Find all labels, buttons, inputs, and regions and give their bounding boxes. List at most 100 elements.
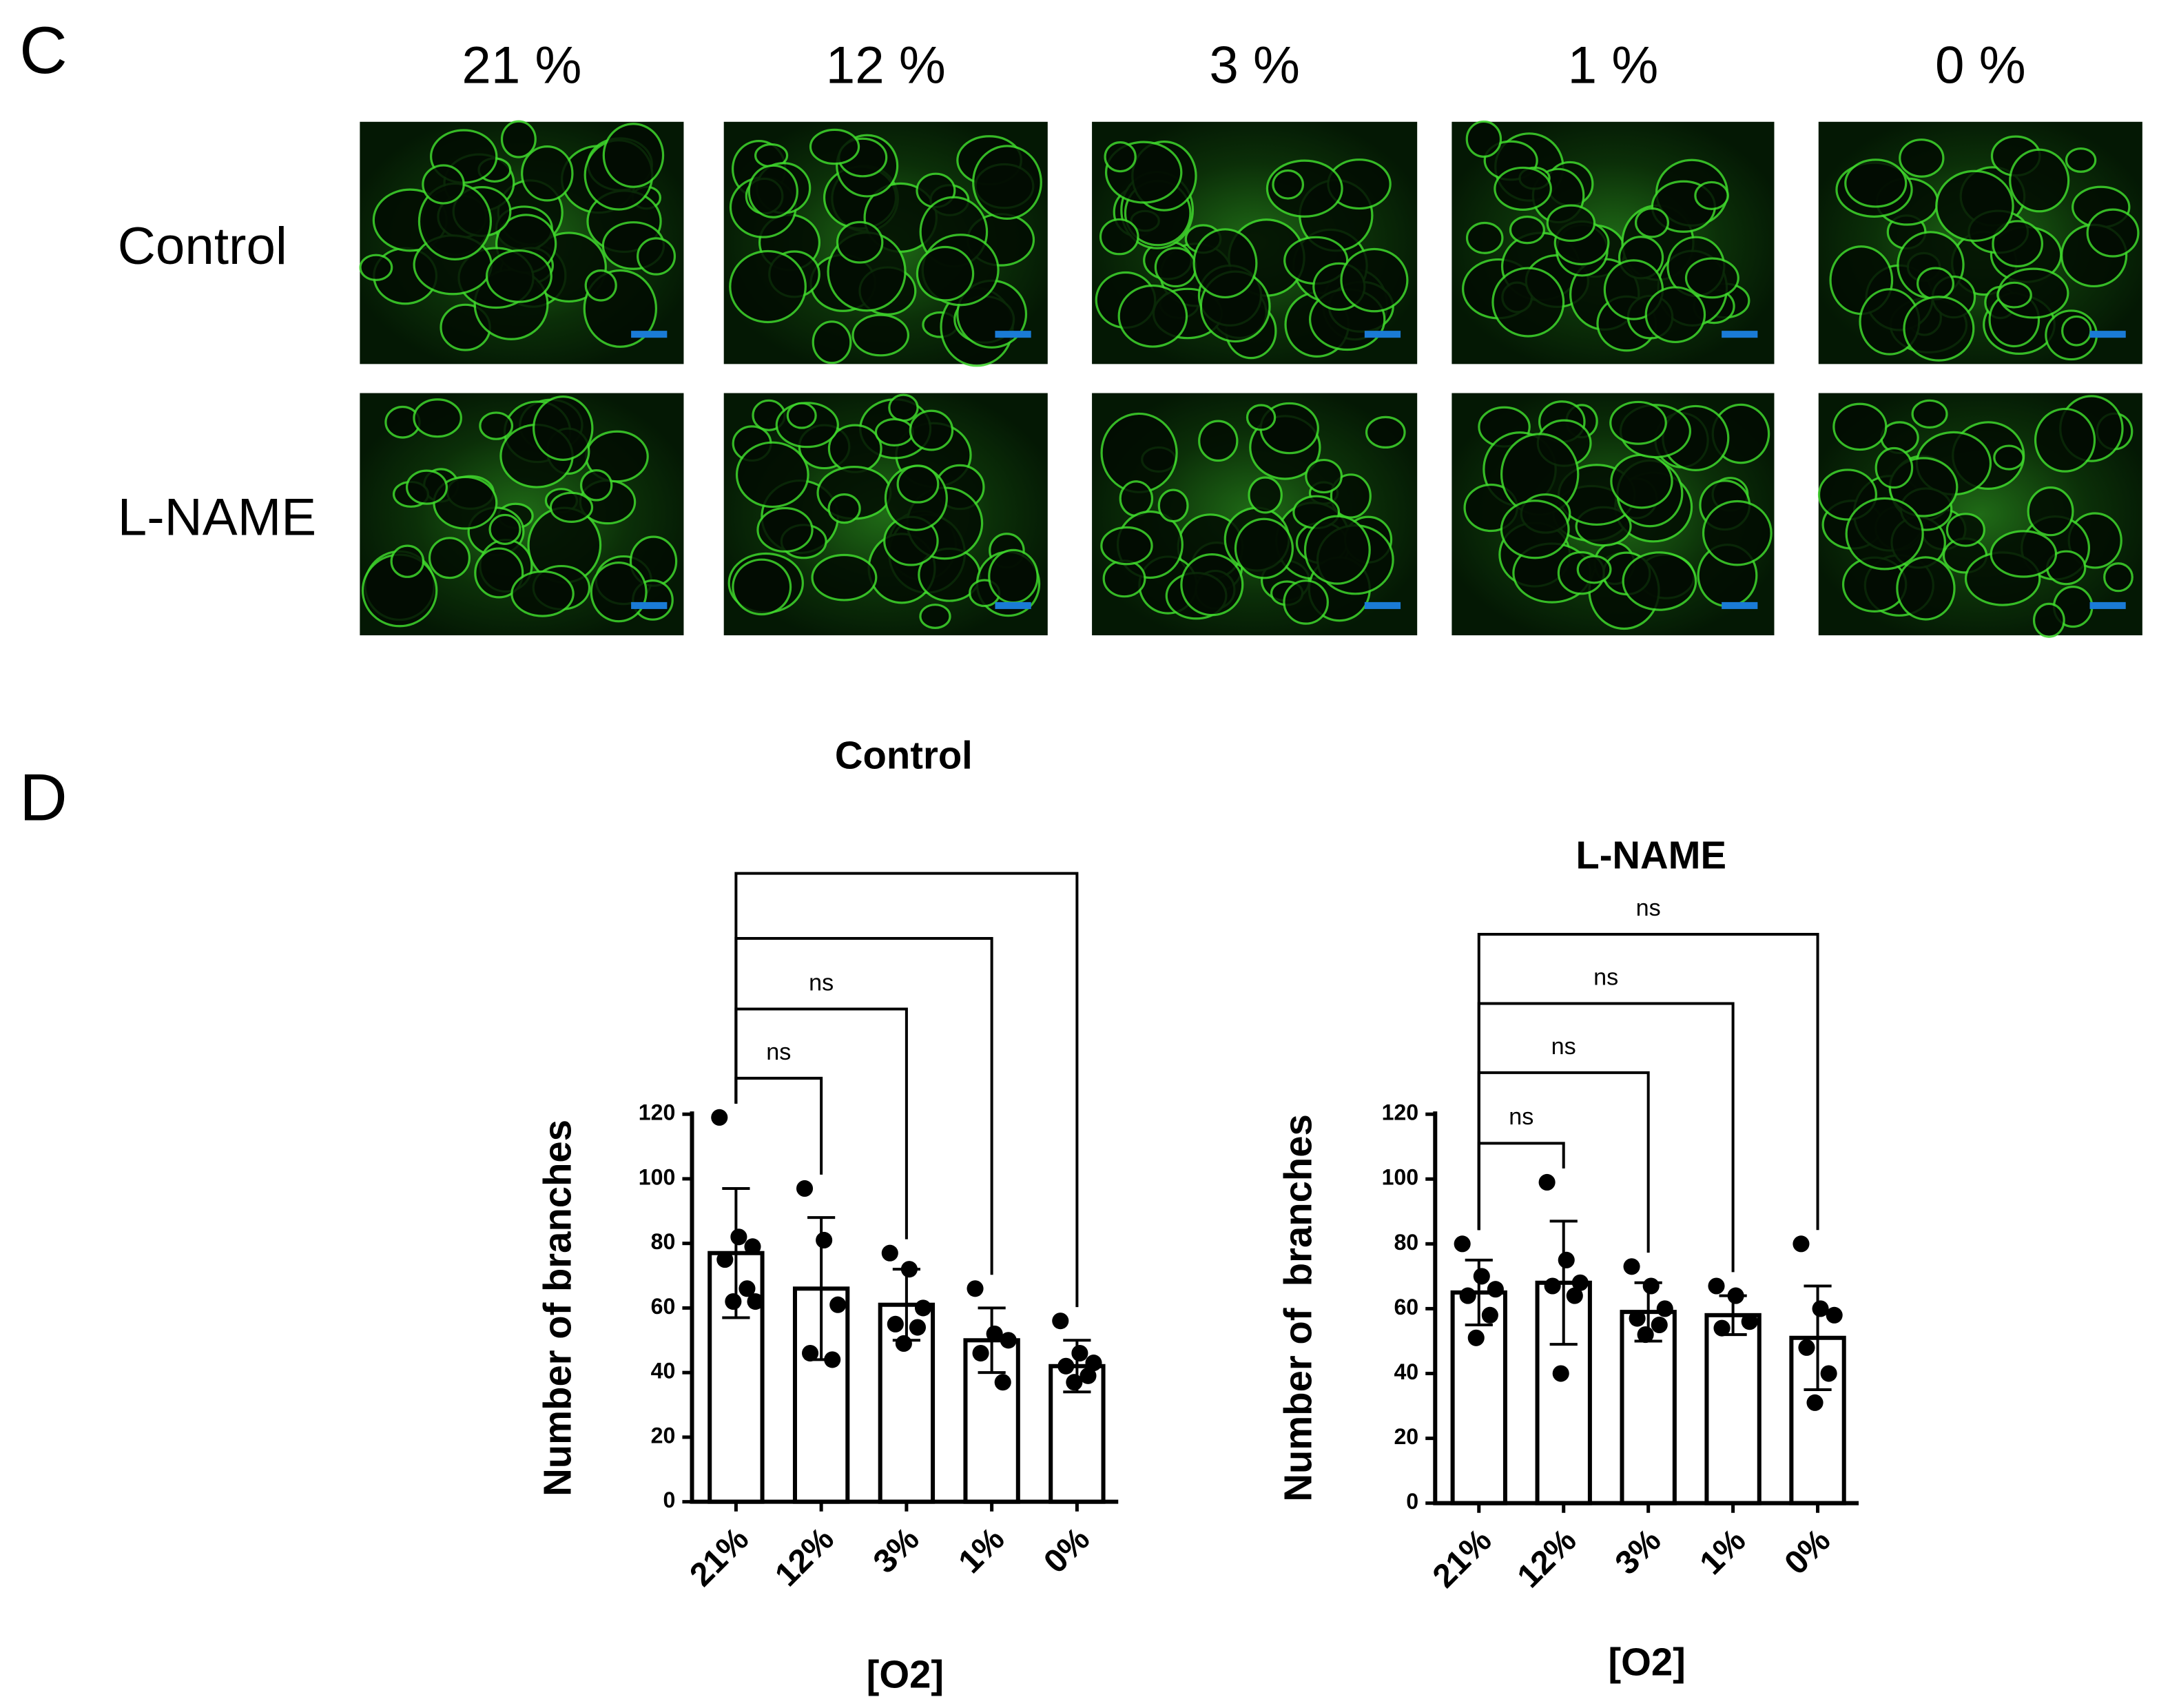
scale-bar — [995, 601, 1031, 609]
data-point — [914, 1299, 932, 1317]
cell-outline — [1198, 420, 1239, 462]
cell-outline — [1365, 415, 1406, 449]
x-tick-label: 1% — [951, 1520, 1011, 1580]
y-tick-label: 40 — [651, 1359, 676, 1383]
cell-outline — [1099, 218, 1139, 256]
cell-outline — [1104, 141, 1137, 173]
cell-outline — [1283, 579, 1329, 625]
data-point — [1798, 1339, 1815, 1356]
x-tick-label: 12% — [768, 1520, 841, 1593]
micrograph — [360, 393, 684, 636]
bar — [1535, 1280, 1592, 1505]
cell-outline — [2061, 315, 2092, 347]
data-point — [994, 1374, 1011, 1391]
cell-outline — [590, 562, 648, 623]
scale-bar — [631, 331, 668, 338]
data-point — [1713, 1319, 1731, 1337]
data-point — [1637, 1326, 1654, 1344]
data-point — [802, 1344, 819, 1362]
cell-outline — [549, 491, 594, 524]
cell-outline — [2027, 486, 2074, 537]
cell-outline — [500, 120, 537, 158]
cell-outline — [786, 402, 817, 429]
scale-bar — [2089, 601, 2126, 609]
cell-outline — [428, 537, 471, 579]
x-tick-label: 1% — [1693, 1521, 1753, 1581]
cell-outline — [1945, 513, 1985, 547]
cell-outline — [474, 547, 524, 599]
x-tick-label: 3% — [1608, 1521, 1668, 1581]
cell-outline — [811, 553, 878, 601]
data-point — [1454, 1235, 1471, 1253]
data-point — [887, 1315, 904, 1333]
y-axis-label: Number of branches — [536, 1120, 579, 1496]
cell-outline — [413, 398, 462, 438]
cell-outline — [1546, 204, 1596, 242]
micrograph — [723, 121, 1048, 367]
cell-outline — [888, 393, 919, 422]
cell-outline — [584, 269, 617, 302]
x-axis-label: [O2] — [867, 1653, 944, 1696]
cell-outline — [1192, 228, 1258, 299]
y-tick-label: 80 — [1394, 1230, 1418, 1255]
cell-outline — [1246, 404, 1277, 431]
cell-outline — [1844, 158, 1908, 208]
cell-outline — [1896, 556, 1956, 621]
scale-bar — [2089, 331, 2126, 338]
cell-outline — [1248, 476, 1283, 514]
data-point — [1642, 1277, 1660, 1295]
y-axis-label: Number of branches — [1276, 1114, 1319, 1501]
data-point — [972, 1344, 989, 1362]
cell-outline — [2065, 147, 2097, 173]
cell-outline — [1610, 453, 1673, 509]
significance-bracket — [734, 937, 993, 1275]
y-tick-label: 100 — [1382, 1165, 1419, 1190]
data-point — [738, 1280, 756, 1297]
column-label: 3 % — [1209, 37, 1300, 95]
cell-outline — [1992, 220, 2043, 268]
cell-outline — [422, 164, 465, 205]
y-tick-label: 0 — [1406, 1489, 1418, 1514]
cell-outline — [2086, 208, 2140, 258]
data-point — [725, 1293, 742, 1310]
scale-bar — [1364, 601, 1401, 609]
panel-label: D — [19, 761, 68, 835]
cell-outline — [602, 123, 665, 188]
chart-title: Control — [835, 734, 973, 777]
cell-outline — [1234, 517, 1294, 579]
data-point — [967, 1280, 984, 1297]
cell-outline — [756, 506, 814, 553]
cell-outline — [1609, 400, 1667, 445]
cell-outline — [1465, 120, 1502, 158]
data-point — [1085, 1355, 1102, 1372]
data-point — [1066, 1374, 1083, 1391]
cell-outline — [1330, 473, 1372, 519]
cell-outline — [521, 145, 574, 202]
cell-outline — [479, 411, 514, 440]
cell-outline — [1340, 247, 1409, 313]
cell-outline — [1990, 530, 2058, 578]
column-label: 0 % — [1935, 37, 2026, 95]
data-point — [1629, 1310, 1646, 1327]
data-point — [829, 1296, 847, 1313]
significance-label: ns — [1636, 895, 1661, 921]
y-tick-label: 80 — [651, 1229, 676, 1254]
significance-bracket — [734, 872, 1079, 1308]
cell-outline — [1634, 207, 1669, 238]
data-point — [1820, 1365, 1837, 1382]
data-point — [1727, 1287, 1744, 1304]
data-point — [1473, 1268, 1490, 1285]
cell-outline — [1117, 284, 1188, 348]
cell-outline — [1100, 412, 1178, 493]
column-label: 12 % — [826, 37, 946, 95]
cell-outline — [2034, 407, 2096, 473]
cell-outline — [1491, 267, 1565, 338]
cell-outline — [1102, 559, 1146, 598]
cell-outline — [735, 441, 809, 508]
cell-outline — [405, 469, 448, 505]
micrograph — [1817, 393, 2142, 638]
cell-outline — [729, 249, 807, 324]
data-point — [900, 1261, 918, 1278]
